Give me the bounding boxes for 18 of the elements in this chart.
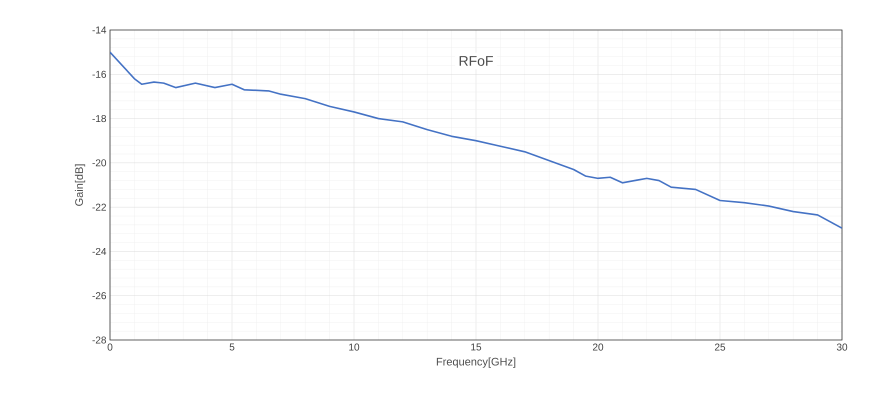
y-tick-label: -26: [92, 292, 106, 300]
y-tick-label: -24: [92, 248, 106, 255]
annotation: RFoF: [460, 56, 493, 66]
y-tick-label: -28: [92, 336, 106, 344]
y-tick-label: -20: [92, 159, 106, 166]
x-tick-label: 30: [836, 344, 848, 351]
x-tick-label: 10: [349, 344, 360, 351]
y-tick-label: -22: [92, 204, 106, 211]
y-tick-label: -18: [92, 115, 106, 122]
x-axis-title: Frequency[GHz]: [436, 357, 516, 368]
x-tick-label: 5: [230, 344, 234, 351]
x-tick-label: 0: [108, 344, 112, 351]
y-axis-title: Gain[dB]: [74, 164, 86, 206]
y-tick-label: -16: [92, 70, 106, 78]
y-tick-label: -14: [92, 26, 106, 34]
x-tick-label: 25: [714, 344, 726, 351]
x-tick-label: 20: [592, 344, 604, 351]
x-tick-label: 15: [471, 344, 482, 351]
